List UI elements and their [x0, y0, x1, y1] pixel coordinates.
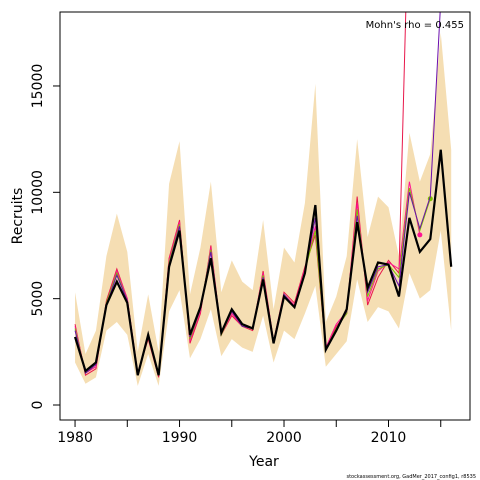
plot-area [73, 0, 453, 386]
y-axis-label: Recruits [10, 188, 26, 245]
confidence-band [75, 32, 452, 386]
x-tick-label: 1980 [57, 430, 93, 446]
y-tick-label: 5000 [30, 281, 46, 317]
y-tick-label: 10000 [30, 170, 46, 215]
y-tick-label: 15000 [30, 64, 46, 109]
retro-end-point [417, 232, 423, 238]
x-tick-label: 2010 [371, 430, 407, 446]
x-tick-label: 2000 [266, 430, 302, 446]
annotation: Mohn's rho = 0.455 [366, 20, 464, 31]
retro-end-point [438, 0, 443, 3]
estimate-line [73, 149, 453, 376]
x-axis-label: Year [248, 454, 279, 470]
y-tick-label: 0 [30, 401, 46, 410]
footer: stockassessment.org, GadMer_2017_config1… [346, 474, 476, 480]
x-tick-label: 1990 [162, 430, 198, 446]
